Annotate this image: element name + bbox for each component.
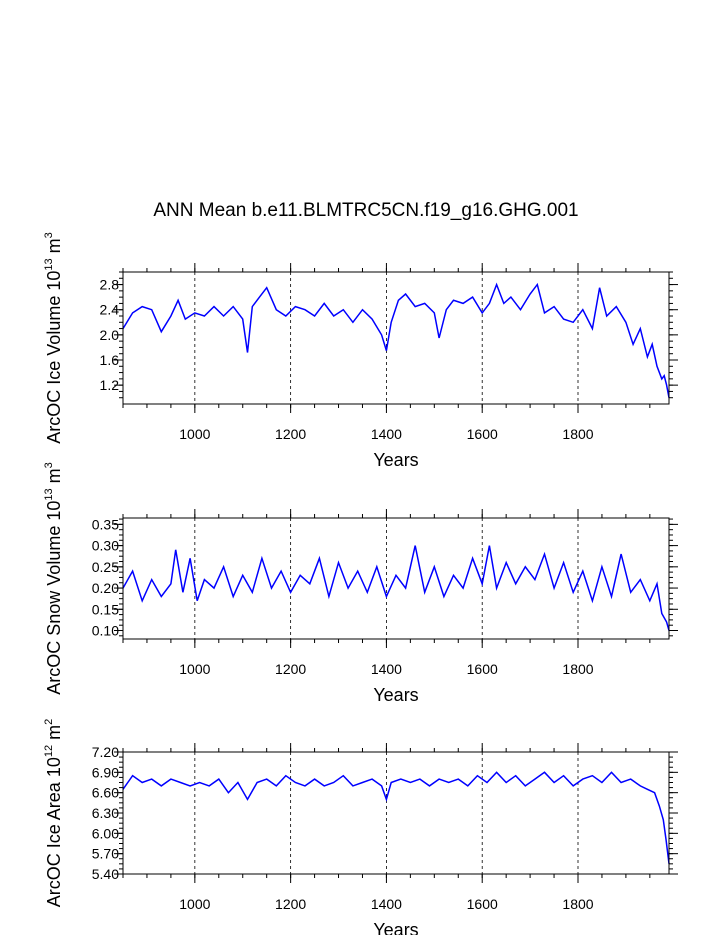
series-line (122, 771, 670, 864)
x-tick-label: 1200 (275, 661, 306, 677)
chart-panel-3: 1000 1200 1400 1600 1800 5.40 5.70 6.00 6.30 6.60… (43, 719, 678, 935)
y-tick-label: 0.10 (92, 623, 119, 639)
y-axis-label: ArcOC Ice Area 1012 m2 (43, 719, 64, 907)
x-tick-label: 1000 (179, 426, 210, 442)
plot-frame (122, 271, 670, 405)
y-tick-label: 1.6 (100, 352, 120, 368)
y-tick-label: 1.2 (100, 377, 120, 393)
y-tick-label: 6.30 (92, 805, 119, 821)
y-tick-label: 2.0 (100, 327, 120, 343)
x-tick-label: 1200 (275, 426, 306, 442)
chart-panel-1: 1000 1200 1400 1600 1800 1.2 1.6 2.0 2.4 2.8 Years… (43, 232, 678, 470)
y-tick-label: 6.60 (92, 785, 119, 801)
y-axis-label: ArcOC Ice Volume 1013 m3 (43, 232, 64, 443)
y-tick-label: 6.00 (92, 825, 119, 841)
x-tick-label: 1000 (179, 896, 210, 912)
x-tick-label: 1600 (467, 426, 498, 442)
series-line (122, 545, 670, 631)
y-tick-label: 5.70 (92, 846, 119, 862)
y-tick-label: 0.25 (92, 559, 119, 575)
x-tick-label: 1800 (562, 896, 593, 912)
chart-panels: 1000 1200 1400 1600 1800 1.2 1.6 2.0 2.4 2.8 Years… (43, 232, 678, 935)
y-tick-label: 5.40 (92, 866, 119, 882)
x-tick-label: 1000 (179, 661, 210, 677)
y-tick-label: 2.8 (100, 277, 120, 293)
plot-frame (122, 751, 670, 875)
x-tick-label: 1800 (562, 661, 593, 677)
chart-panel-2: 1000 1200 1400 1600 1800 0.10 0.15 0.20 0.25 0.30… (43, 462, 678, 705)
x-tick-label: 1200 (275, 896, 306, 912)
x-tick-label: 1600 (467, 896, 498, 912)
y-tick-label: 0.35 (92, 516, 119, 532)
x-tick-label: 1400 (371, 426, 402, 442)
y-tick-label: 2.4 (100, 302, 120, 318)
x-tick-label: 1800 (562, 426, 593, 442)
y-tick-label: 0.20 (92, 580, 119, 596)
x-tick-label: 1400 (371, 661, 402, 677)
x-tick-label: 1600 (467, 661, 498, 677)
y-tick-label: 6.90 (92, 764, 119, 780)
y-tick-label: 0.15 (92, 601, 119, 617)
y-axis-label: ArcOC Snow Volume 1013 m3 (43, 462, 64, 694)
series-line (122, 282, 670, 398)
plot-frame (122, 517, 670, 640)
x-axis-label: Years (373, 920, 418, 935)
x-axis-label: Years (373, 685, 418, 705)
y-tick-label: 0.30 (92, 538, 119, 554)
figure-title: ANN Mean b.e11.BLMTRC5CN.f19_g16.GHG.001 (153, 200, 578, 221)
x-tick-label: 1400 (371, 896, 402, 912)
y-tick-label: 7.20 (92, 744, 119, 760)
x-axis-label: Years (373, 450, 418, 470)
